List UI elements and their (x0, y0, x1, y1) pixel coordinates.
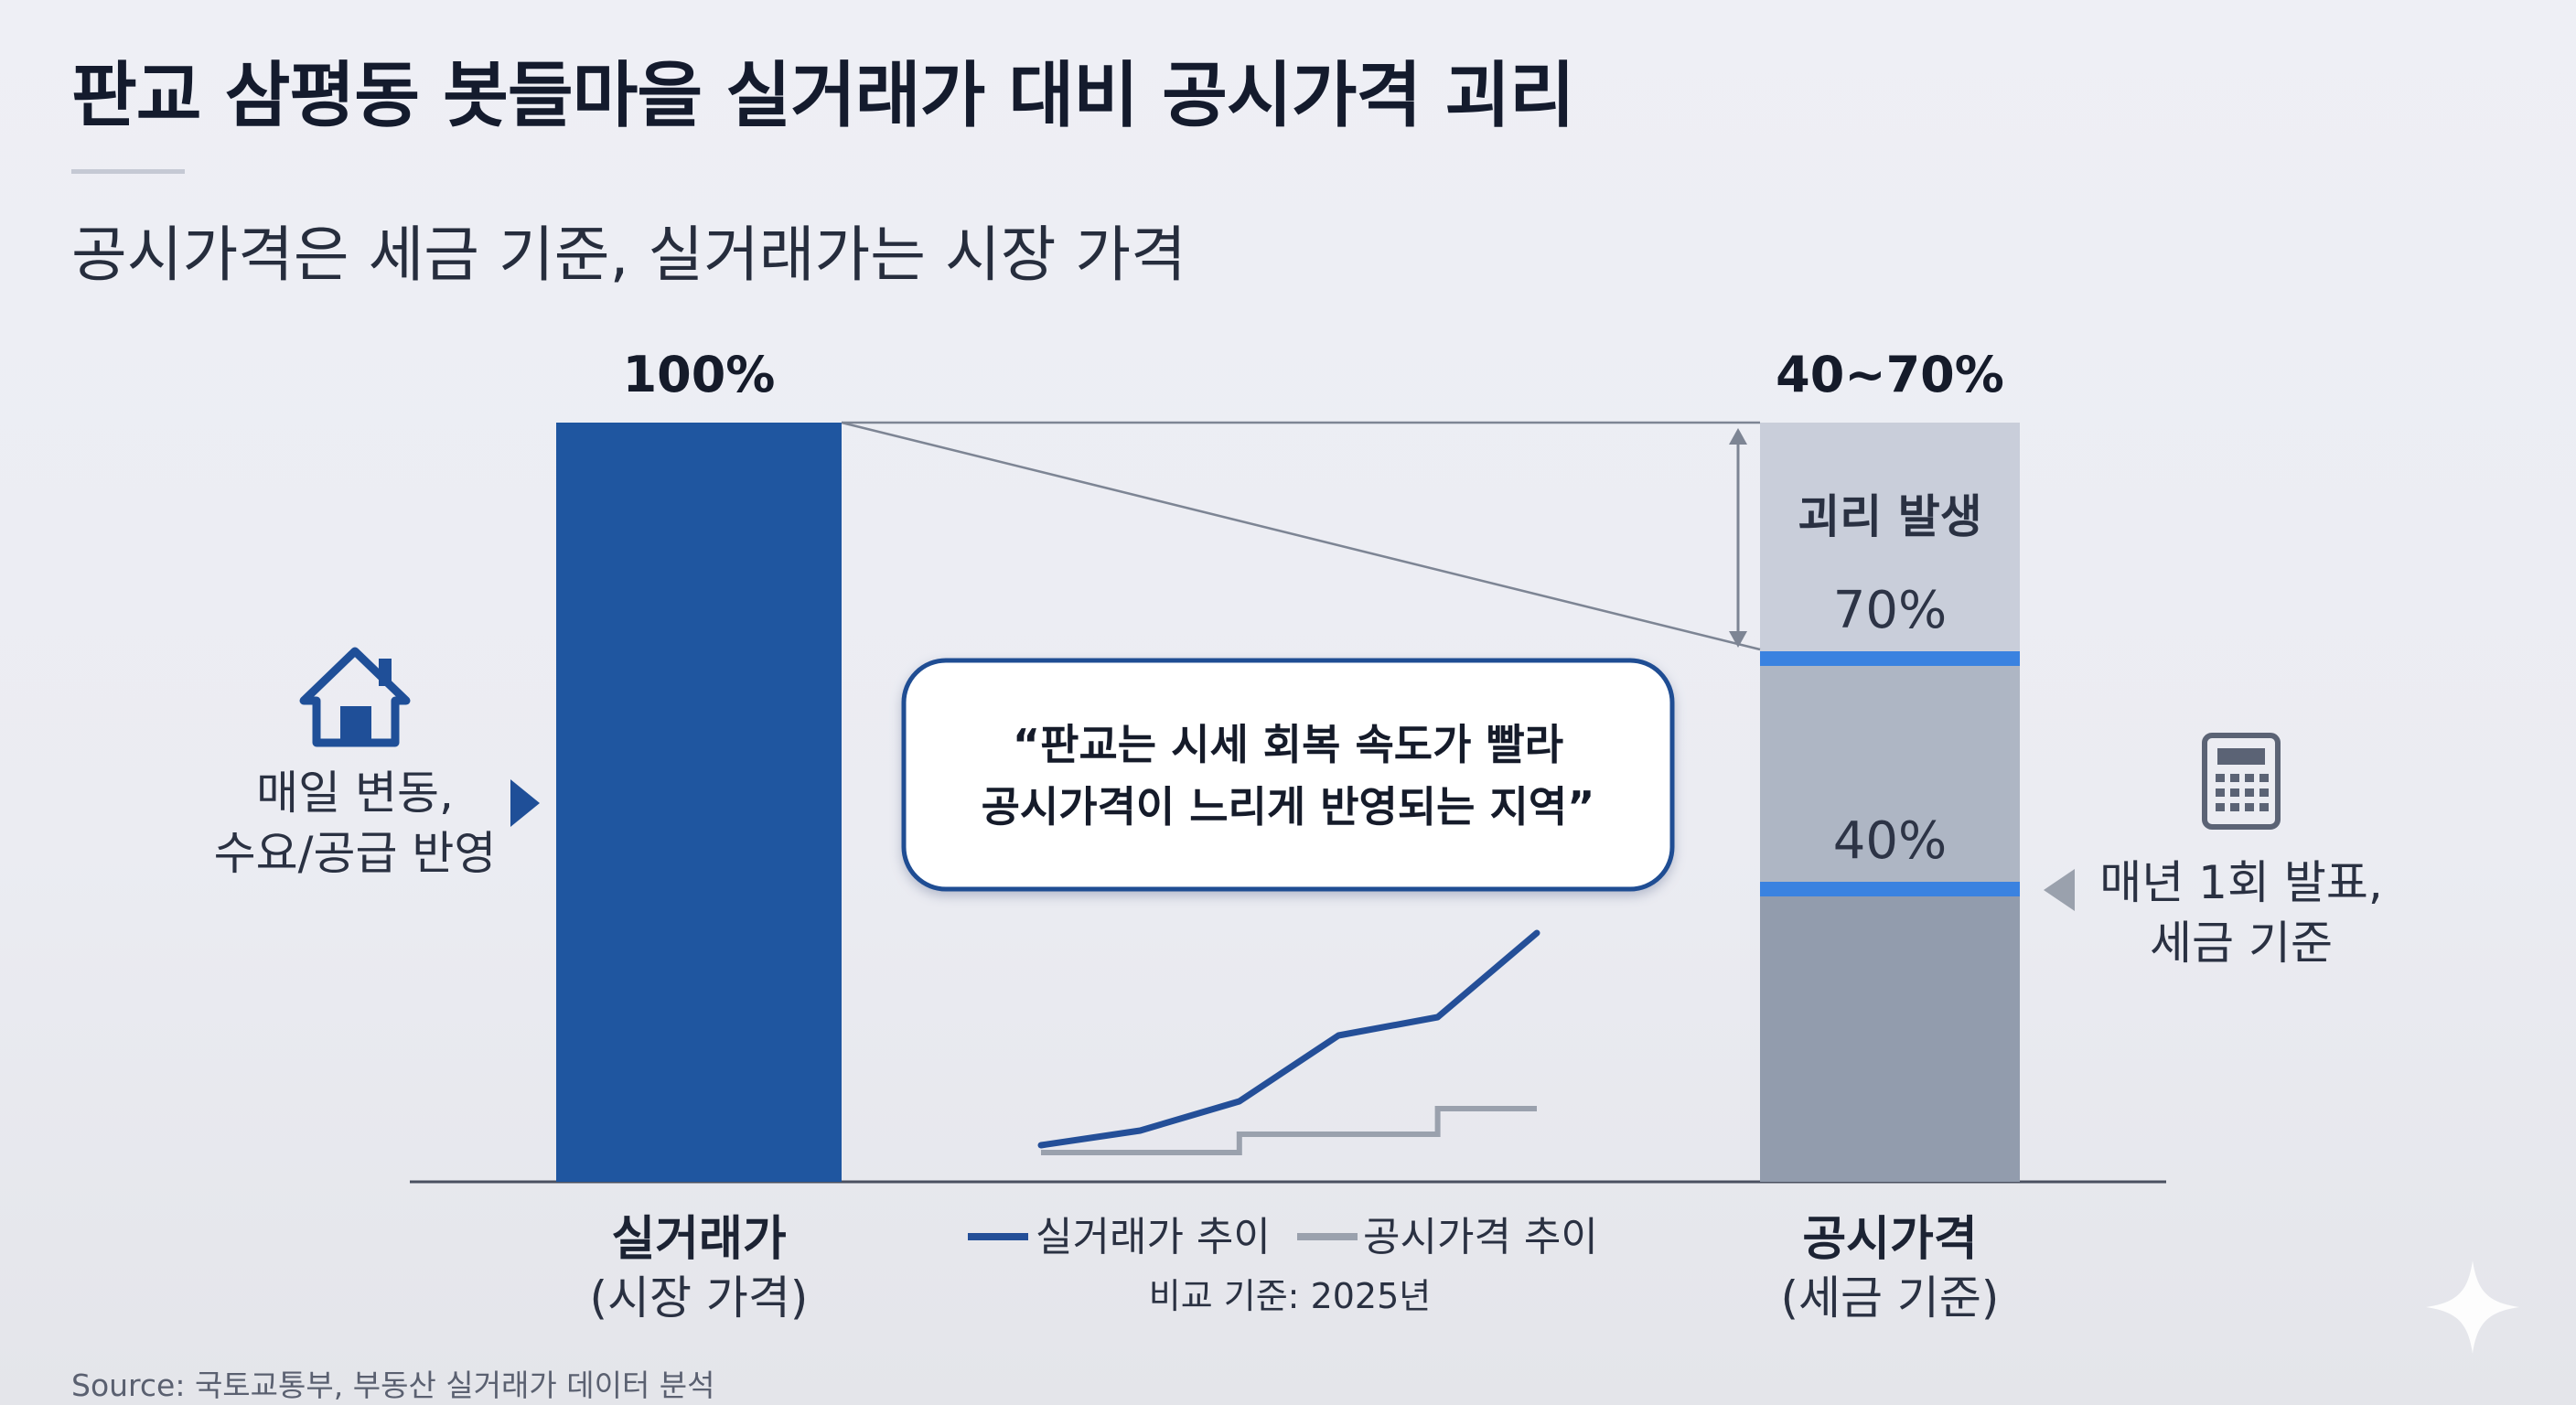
marker-70-label: 70% (1833, 581, 1947, 640)
bar-official-mid-segment (1760, 659, 2020, 889)
bar-actual-price (556, 423, 842, 1182)
right-note-line-2: 세금 기준 (2150, 917, 2333, 970)
bar-official-low-segment (1760, 889, 2020, 1182)
legend-label-actual: 실거래가 추이 (1036, 1214, 1271, 1260)
top-label-actual: 100% (623, 346, 776, 403)
legend-label-official: 공시가격 추이 (1363, 1214, 1598, 1260)
callout-line-2: 공시가격이 느리게 반영되는 지역” (982, 782, 1595, 831)
actual-trend-line (1037, 929, 1540, 1149)
bar-official-gap-segment (1760, 423, 2020, 659)
left-note: 매일 변동, 수요/공급 반영 (199, 763, 510, 884)
marker-70-line (1760, 651, 2020, 666)
right-note-line-1: 매년 1회 발표, (2099, 856, 2383, 909)
left-pointer-arrow (510, 779, 540, 827)
sparkle-icon (2426, 1260, 2519, 1354)
category-sublabel-actual: (시장 가격) (590, 1271, 809, 1325)
page-title: 판교 삼평동 봇들마을 실거래가 대비 공시가격 괴리 (71, 55, 1575, 137)
left-note-line-2: 수요/공급 반영 (213, 827, 497, 880)
category-label-official: 공시가격 (1802, 1212, 1977, 1267)
callout-box (901, 658, 1675, 892)
house-icon (299, 647, 411, 747)
right-note: 매년 1회 발표, 세금 기준 (2086, 853, 2397, 973)
gap-double-arrow (1729, 428, 1747, 648)
source-note: Source: 국토교통부, 부동산 실거래가 데이터 분석 (71, 1367, 715, 1403)
marker-40-line (1760, 882, 2020, 896)
connector-diagonal-line (841, 421, 1761, 651)
comparison-basis-note: 비교 기준: 2025년 (1149, 1276, 1431, 1316)
top-label-official: 40~70% (1776, 346, 2004, 403)
calculator-icon (2202, 733, 2281, 830)
gap-label: 괴리 발생 (1798, 490, 1981, 543)
right-pointer-arrow (2044, 869, 2075, 911)
left-note-line-1: 매일 변동, (256, 767, 454, 820)
category-sublabel-official: (세금 기준) (1781, 1271, 2000, 1325)
category-label-actual: 실거래가 (611, 1212, 787, 1267)
title-divider (71, 169, 185, 174)
callout-line-1: “판교는 시세 회복 속도가 빨라 (1013, 720, 1563, 769)
page-subtitle: 공시가격은 세금 기준, 실거래가는 시장 가격 (71, 220, 1186, 290)
marker-40-label: 40% (1833, 811, 1947, 871)
official-trend-line (1041, 1106, 1537, 1155)
